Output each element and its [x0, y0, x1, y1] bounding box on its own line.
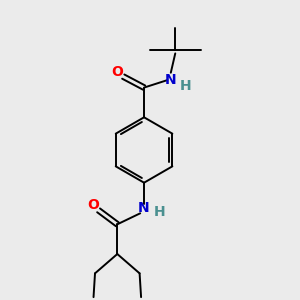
- Text: O: O: [88, 198, 100, 212]
- Text: H: H: [179, 79, 191, 92]
- Text: H: H: [154, 206, 165, 219]
- Text: N: N: [165, 73, 177, 87]
- Text: N: N: [138, 201, 150, 215]
- Text: O: O: [111, 65, 123, 79]
